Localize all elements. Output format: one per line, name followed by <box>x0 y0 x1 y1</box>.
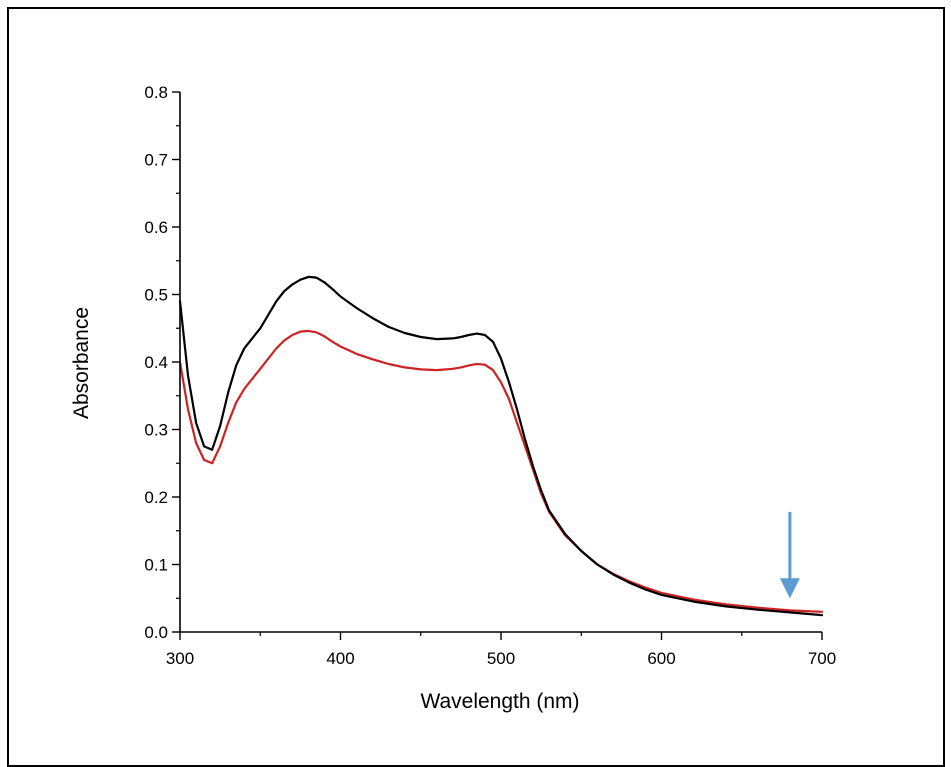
y-tick-label: 0.6 <box>144 218 168 237</box>
series-line-0 <box>178 275 824 617</box>
y-tick-label: 0.1 <box>144 556 168 575</box>
x-tick-label: 500 <box>487 649 515 668</box>
series-line-1 <box>178 329 824 613</box>
arrow-down-icon <box>779 578 800 599</box>
y-tick-label: 0.3 <box>144 421 168 440</box>
y-tick-label: 0.2 <box>144 488 168 507</box>
annotations <box>779 511 800 599</box>
y-tick-label: 0.0 <box>144 623 168 642</box>
y-tick-label: 0.7 <box>144 151 168 170</box>
y-axis-title: Absorbance <box>70 307 93 419</box>
x-axis-title: Wavelength (nm) <box>420 690 579 713</box>
y-tick-label: 0.5 <box>144 286 168 305</box>
x-tick-label: 300 <box>166 649 194 668</box>
x-tick-label: 600 <box>647 649 675 668</box>
y-tick-label: 0.4 <box>144 353 168 372</box>
axes: 300 400 500 600 700 0.0 0.1 0.2 0.3 0.4 0.5 0.6 0.7 0… <box>144 83 836 668</box>
x-tick-label: 400 <box>326 649 354 668</box>
y-tick-label: 0.8 <box>144 83 168 102</box>
x-tick-label: 700 <box>808 649 836 668</box>
plot-lines <box>178 275 824 617</box>
